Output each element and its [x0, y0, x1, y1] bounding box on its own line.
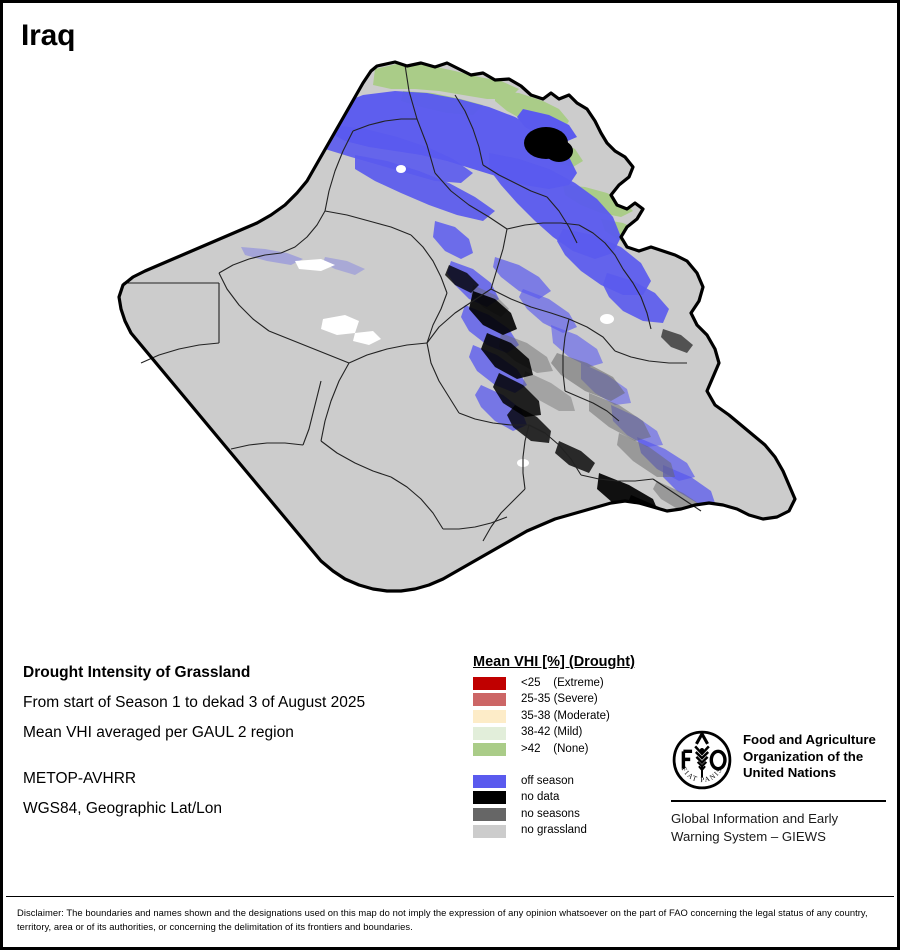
legend-swatch-mild — [473, 726, 506, 740]
class-off-season-patches — [241, 91, 715, 503]
caption-sensor: METOP-AVHRR — [23, 770, 137, 787]
disclaimer-divider — [6, 896, 894, 897]
legend-swatch-no-seasons — [473, 807, 506, 821]
fao-org-line-3: United Nations — [743, 765, 837, 780]
legend-item-extreme[interactable]: <25 (Extreme) — [473, 675, 693, 692]
legend-item-none[interactable]: >42 (None) — [473, 741, 693, 758]
legend-item-no-seasons[interactable]: no seasons — [473, 806, 693, 823]
legend-swatch-extreme — [473, 676, 506, 690]
legend-item-no-grassland[interactable]: no grassland — [473, 823, 693, 840]
water-holes — [295, 165, 614, 467]
caption-spacer — [23, 748, 453, 764]
caption-projection: WGS84, Geographic Lat/Lon — [23, 800, 223, 817]
page-title: Iraq — [21, 19, 76, 52]
giews-line-2: Warning System – GIEWS — [671, 828, 826, 844]
caption-heading: Drought Intensity of Grassland — [23, 664, 251, 681]
fao-org-line-1: Food and Agriculture — [743, 732, 876, 747]
international-boundary — [117, 60, 797, 593]
legend-item-mild[interactable]: 38-42 (Mild) — [473, 725, 693, 742]
legend-item-no-data[interactable]: no data — [473, 790, 693, 807]
fao-org-line-2: Organization of the — [743, 748, 864, 764]
legend-swatch-none — [473, 743, 506, 757]
legend-item-severe[interactable]: 25-35 (Severe) — [473, 692, 693, 709]
legend-item-off-season[interactable]: off season — [473, 773, 693, 790]
legend-label-no-seasons: no seasons — [521, 807, 580, 820]
legend-label-severe: 25-35 (Severe) — [521, 693, 598, 706]
disclaimer-text: Disclaimer: The boundaries and names sho… — [17, 907, 868, 932]
iraq-map-svg[interactable] — [3, 33, 897, 633]
legend-label-no-grassland: no grassland — [521, 824, 587, 837]
country-base-layer — [119, 62, 795, 591]
admin-boundaries — [123, 64, 702, 542]
caption-aggregation: Mean VHI averaged per GAUL 2 region — [23, 724, 294, 741]
legend-label-extreme: <25 (Extreme) — [521, 676, 604, 689]
giews-program-name: Global Information and Early Warning Sys… — [671, 810, 886, 845]
legend-swatch-off-season — [473, 774, 506, 788]
legend-swatch-severe — [473, 693, 506, 707]
caption-period: From start of Season 1 to dekad 3 of Aug… — [23, 694, 366, 711]
map-canvas[interactable] — [3, 33, 897, 633]
legend-item-moderate[interactable]: 35-38 (Moderate) — [473, 708, 693, 725]
map-caption: Drought Intensity of Grassland From star… — [23, 658, 453, 824]
legend-label-none: >42 (None) — [521, 742, 589, 755]
legend-label-moderate: 35-38 (Moderate) — [521, 709, 610, 722]
fao-branding: FIAT PANIS Food and Agriculture Organiza… — [671, 729, 886, 845]
giews-line-1: Global Information and Early — [671, 811, 839, 826]
legend-label-off-season: off season — [521, 774, 574, 787]
legend-label-no-data: no data — [521, 791, 560, 804]
legend-swatch-moderate — [473, 709, 506, 723]
class-none-south-flecks — [683, 511, 719, 531]
legend-title: Mean VHI [%] (Drought) — [473, 654, 635, 670]
fao-organization-name: Food and Agriculture Organization of the… — [743, 729, 876, 782]
legend-swatch-no-data — [473, 791, 506, 805]
iraq-country-polygon — [119, 62, 795, 591]
map-legend: Mean VHI [%] (Drought) <25 (Extreme) 25-… — [473, 654, 693, 839]
fao-logo-icon: FIAT PANIS — [671, 729, 733, 791]
fao-header: FIAT PANIS Food and Agriculture Organiza… — [671, 729, 886, 791]
legend-label-mild: 38-42 (Mild) — [521, 726, 583, 739]
legend-spacer — [473, 758, 693, 773]
fao-divider — [671, 800, 886, 802]
vhi-raster-layer — [241, 63, 719, 531]
legend-swatch-no-grassland — [473, 824, 506, 838]
